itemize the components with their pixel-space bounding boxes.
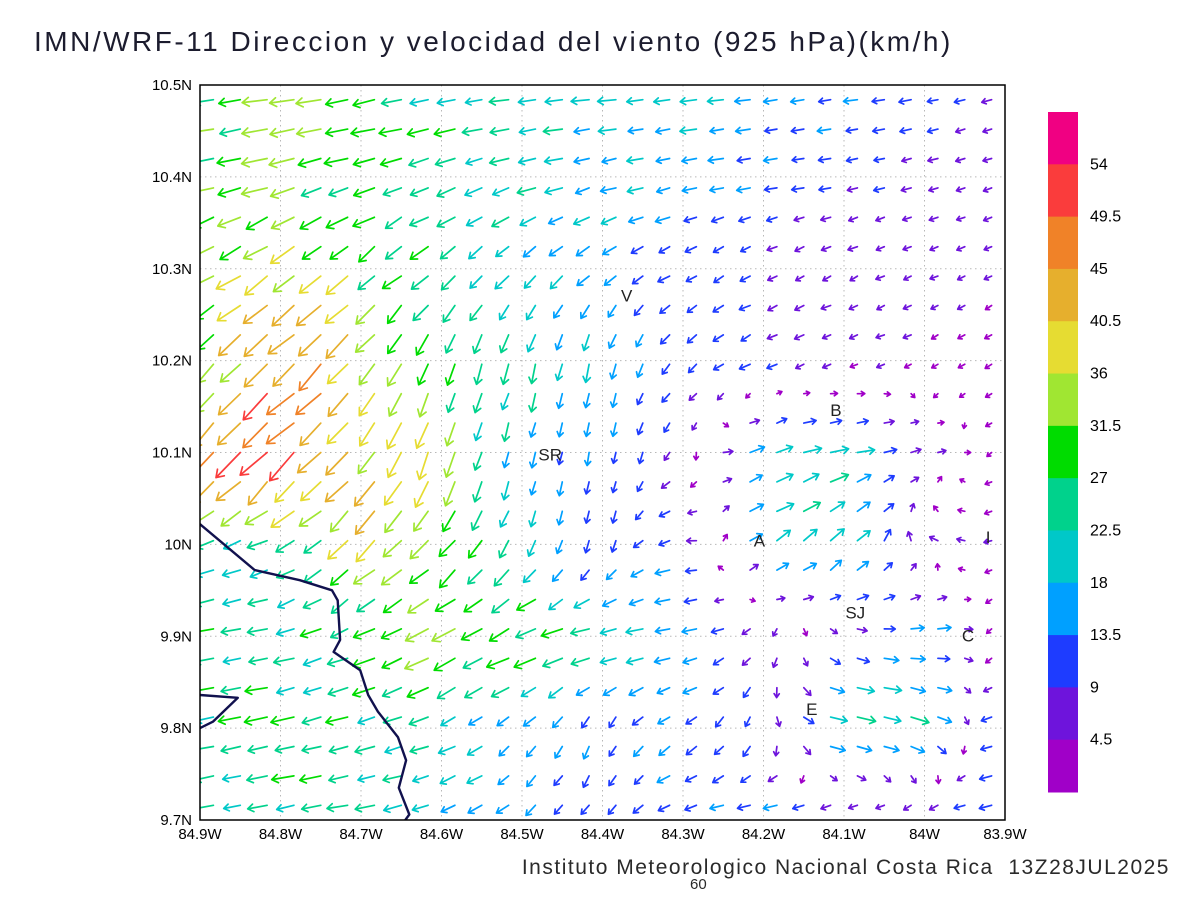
x-tick-label: 83.9W (983, 826, 1027, 843)
x-tick-label: 84W (909, 826, 941, 843)
colorbar-segment (1048, 739, 1078, 793)
colorbar-tick-label: 18 (1090, 575, 1108, 592)
colorbar-segment (1048, 216, 1078, 270)
colorbar-segment (1048, 635, 1078, 688)
y-tick-label: 9.7N (160, 812, 192, 829)
colorbar-segment (1048, 268, 1078, 322)
y-tick-label: 9.8N (160, 720, 192, 737)
y-tick-label: 10N (164, 536, 192, 553)
x-tick-label: 84.6W (420, 826, 464, 843)
colorbar-segment (1048, 582, 1078, 636)
plot-frame (199, 84, 1006, 821)
colorbar-segment (1048, 530, 1078, 584)
y-tick-label: 10.3N (152, 261, 192, 278)
station-labels: V B SR A SJ C E I (538, 286, 990, 718)
colorbar-segment (1048, 112, 1078, 165)
station-label: C (962, 626, 974, 645)
y-tick-label: 10.2N (152, 353, 192, 370)
x-tick-label: 84.8W (259, 826, 303, 843)
footer-credit: Instituto Meteorologico Nacional Costa R… (521, 856, 1170, 879)
colorbar-tick-label: 31.5 (1090, 418, 1121, 435)
colorbar-tick-label: 9 (1090, 679, 1099, 696)
colorbar-tick-label: 40.5 (1090, 313, 1121, 330)
y-axis-ticks: 10.5N 10.4N 10.3N 10.2N 10.1N 10N 9.9N 9.8N 9.7N (152, 77, 192, 829)
x-tick-label: 84.7W (339, 826, 383, 843)
station-label: E (806, 700, 817, 719)
y-tick-label: 9.9N (160, 628, 192, 645)
x-tick-label: 84.5W (500, 826, 544, 843)
x-tick-label: 84.3W (661, 826, 705, 843)
station-label: A (754, 532, 766, 551)
coastline (200, 523, 411, 820)
colorbar-tick-label: 36 (1090, 366, 1108, 383)
colorbar-tick-label: 13.5 (1090, 627, 1121, 644)
colorbar-tick-label: 4.5 (1090, 732, 1112, 749)
y-tick-label: 10.1N (152, 445, 192, 462)
x-axis-ticks: 84.9W 84.8W 84.7W 84.6W 84.5W 84.4W 84.3W 84.2W… (178, 826, 1027, 843)
y-tick-label: 10.5N (152, 77, 192, 94)
colorbar-segment (1048, 164, 1078, 218)
colorbar-segment (1048, 425, 1078, 479)
chart-title: IMN/WRF-11 Direccion y velocidad del vie… (34, 26, 953, 57)
colorbar: 54 49.5 45 40.5 36 31.5 27 22.5 18 13.5 9 4.5 (1048, 112, 1121, 793)
wind-arrows (200, 96, 993, 817)
colorbar-tick-label: 49.5 (1090, 209, 1121, 226)
colorbar-segment (1048, 321, 1078, 375)
station-label: V (621, 286, 633, 305)
station-label: SJ (845, 603, 865, 622)
colorbar-segment (1048, 373, 1078, 427)
station-label: SR (538, 445, 562, 464)
station-label: I (986, 528, 991, 547)
colorbar-tick-label: 22.5 (1090, 522, 1121, 539)
x-tick-label: 84.1W (822, 826, 866, 843)
x-tick-label: 84.2W (742, 826, 786, 843)
colorbar-tick-label: 54 (1090, 156, 1108, 173)
colorbar-tick-label: 45 (1090, 261, 1108, 278)
x-tick-label: 84.9W (178, 826, 222, 843)
colorbar-segment (1048, 687, 1078, 741)
frame-number: 60 (690, 876, 707, 893)
colorbar-tick-label: 27 (1090, 470, 1108, 487)
x-tick-label: 84.4W (581, 826, 625, 843)
y-tick-label: 10.4N (152, 169, 192, 186)
station-label: B (830, 401, 841, 420)
colorbar-segment (1048, 478, 1078, 531)
